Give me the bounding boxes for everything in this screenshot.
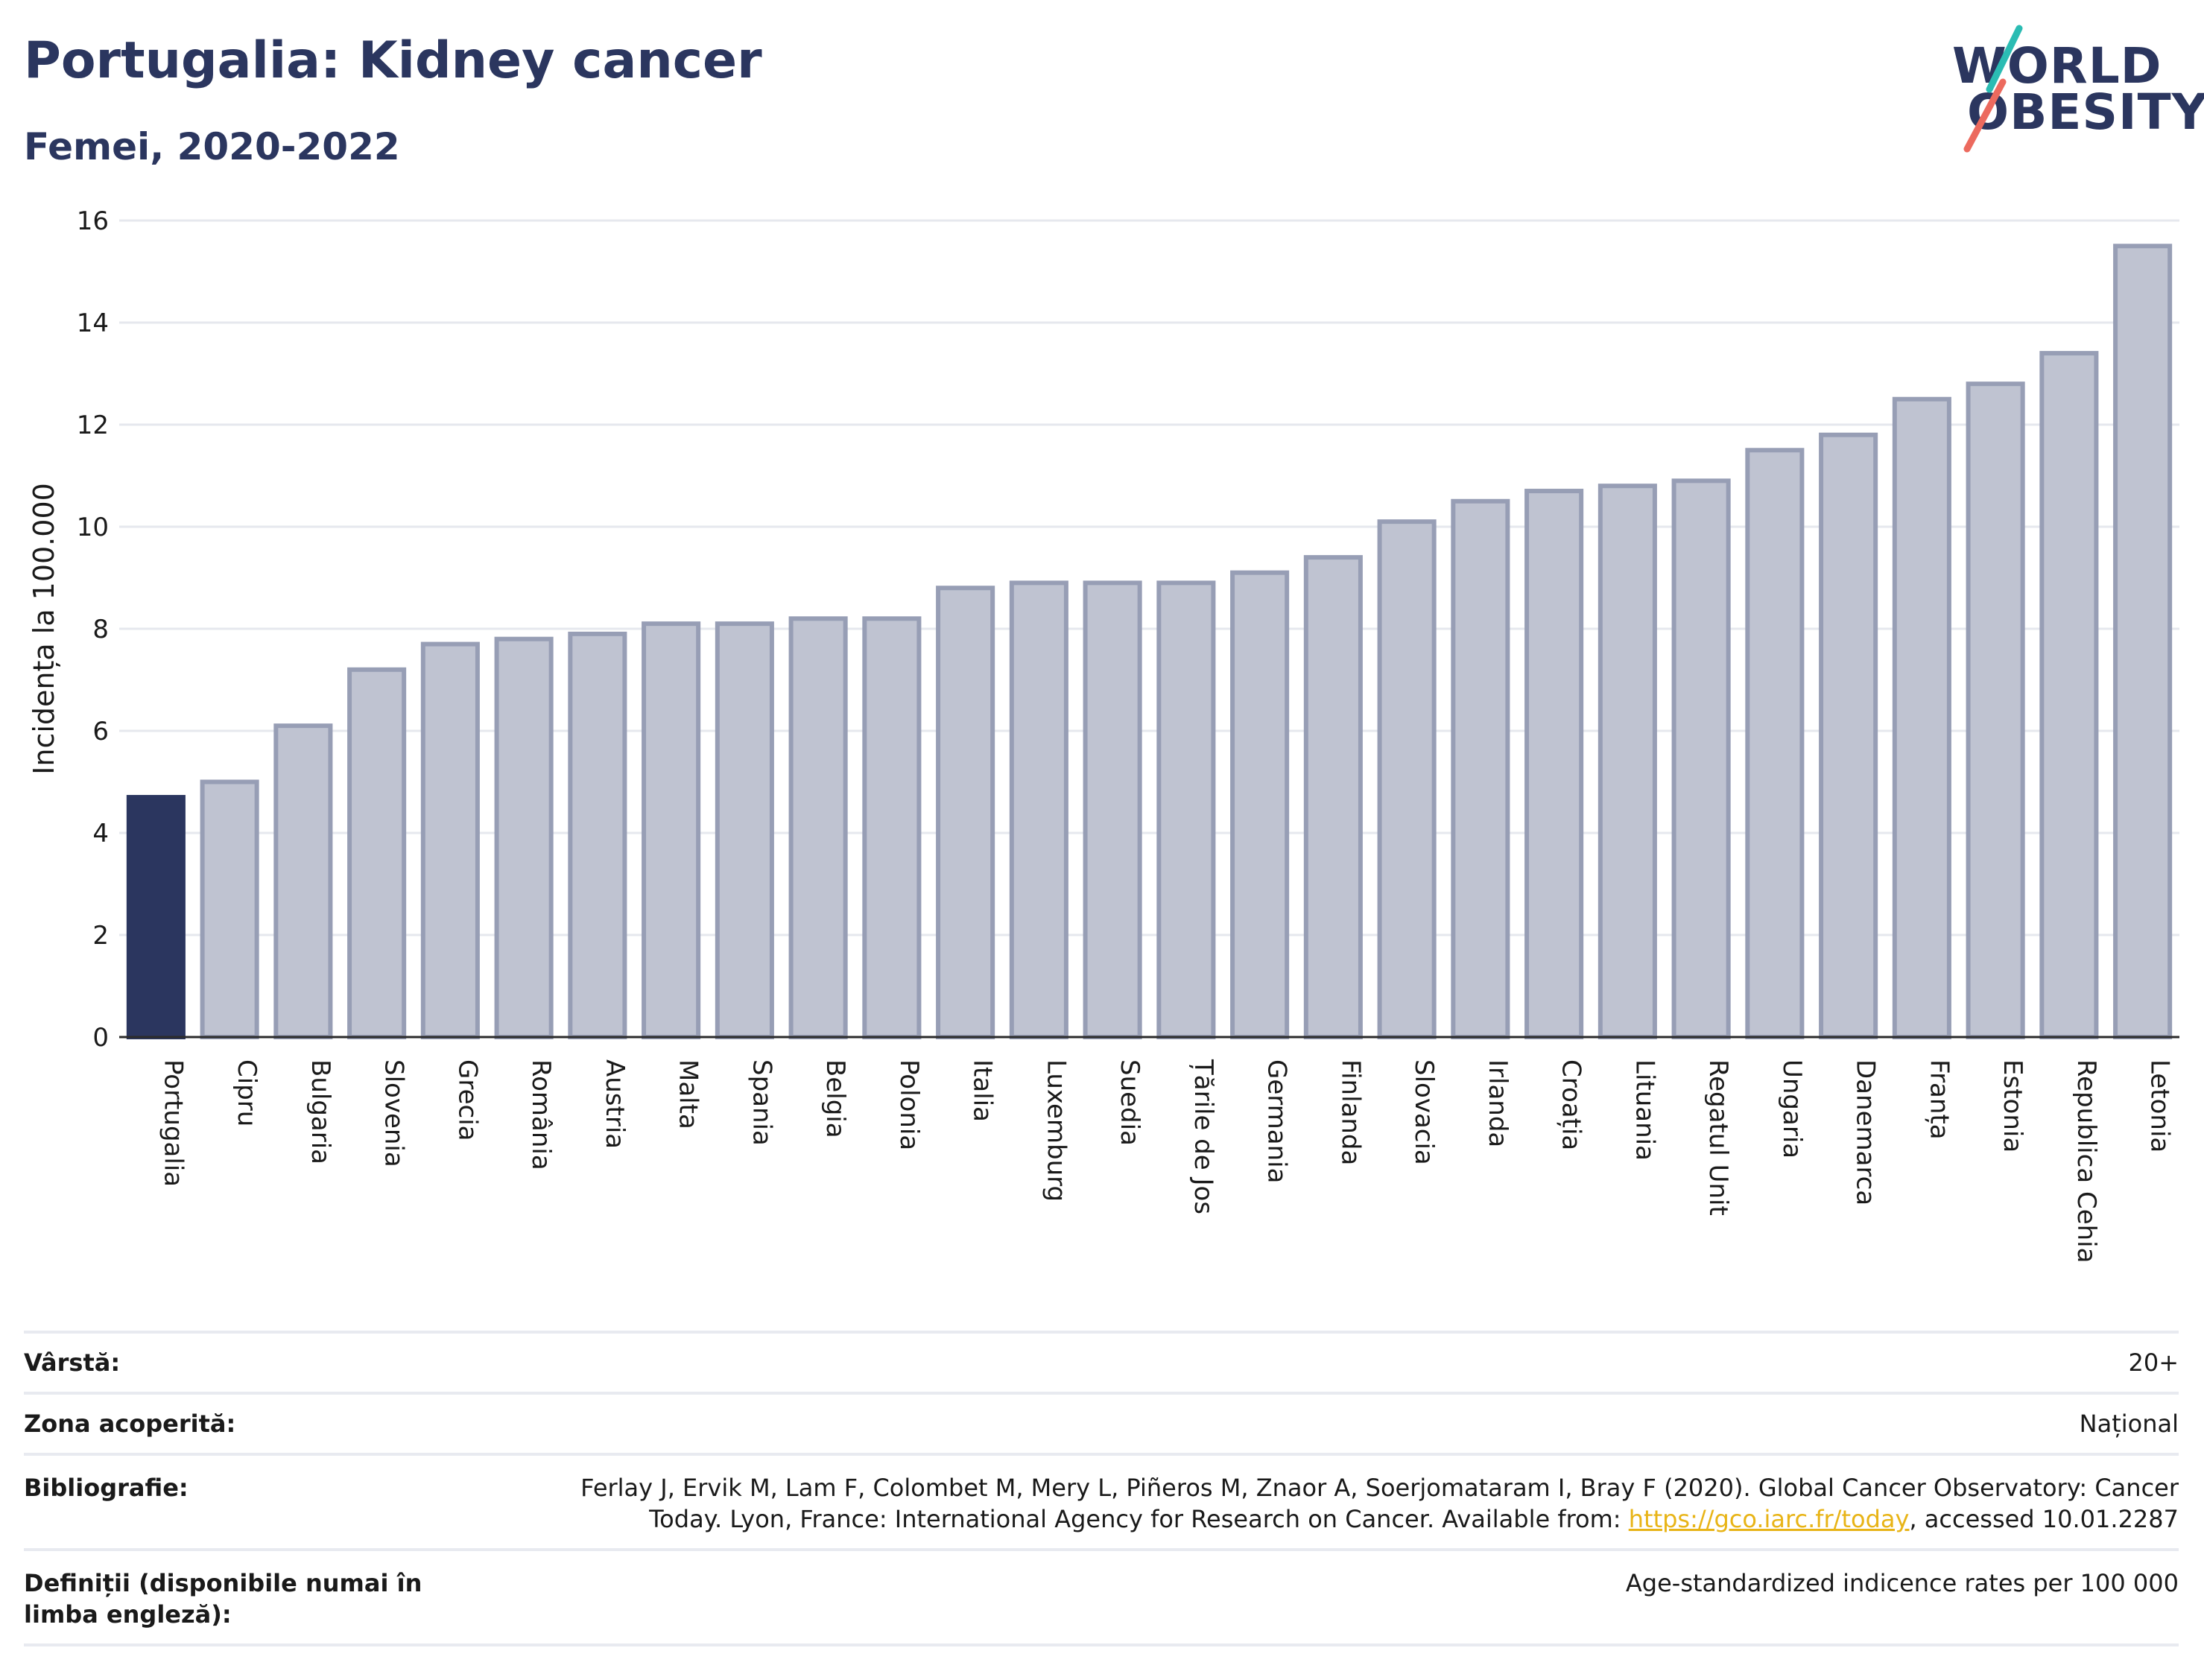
x-tick-label: Regatul Unit (1703, 1059, 1733, 1216)
bar (420, 641, 480, 1039)
bar (2039, 351, 2099, 1040)
y-tick-label: 8 (92, 615, 109, 644)
bar (200, 779, 259, 1039)
x-tick-label: Ungaria (1777, 1059, 1807, 1158)
coverage-label: Zona acoperită: (24, 1410, 236, 1438)
y-tick-label: 12 (77, 411, 109, 440)
x-tick-label: Spania (747, 1059, 776, 1146)
y-tick-label: 2 (92, 921, 109, 951)
x-tick-label: România (526, 1059, 556, 1170)
bar (1377, 519, 1437, 1039)
x-tick-label: Danemarca (1851, 1059, 1881, 1205)
bibliography-line2-post: , accessed 10.01.2287 (1909, 1505, 2179, 1533)
bar (347, 667, 407, 1039)
bar (715, 621, 774, 1039)
age-value: 20+ (2128, 1348, 2179, 1377)
bar (494, 636, 554, 1039)
x-tick-label: Italia (968, 1059, 998, 1122)
meta-row-bibliography: Bibliografie: Ferlay J, Ervik M, Lam F, … (24, 1453, 2179, 1548)
bar (1303, 555, 1363, 1040)
meta-row-definitions: Definiții (disponibile numai în limba en… (24, 1548, 2179, 1646)
x-tick-label: Malta (674, 1059, 703, 1129)
world-obesity-logo: WORLD OBESITY (1937, 22, 2204, 164)
chart-subtitle: Femei, 2020-2022 (24, 125, 400, 168)
bibliography-value: Ferlay J, Ervik M, Lam F, Colombet M, Me… (580, 1472, 2179, 1535)
bar (1597, 484, 1657, 1039)
bar-chart: 0 2 4 6 8 10 12 14 16 Incidența la 100.000 Portuga… (28, 206, 2179, 1263)
y-tick-label: 4 (92, 819, 109, 849)
logo-text-obesity: OBESITY (1967, 83, 2204, 141)
coverage-value: Național (2079, 1410, 2179, 1438)
y-tick-label: 16 (77, 206, 109, 236)
x-tick-label: Republica Cehia (2071, 1059, 2101, 1263)
x-tick-label: Croația (1557, 1059, 1586, 1150)
metadata-table: Vârstă: 20+ Zona acoperită: Național Bib… (24, 1331, 2179, 1646)
x-tick-label: Estonia (1998, 1059, 2027, 1153)
x-tick-label: Austria (600, 1059, 630, 1149)
x-tick-label: Letonia (2145, 1059, 2175, 1153)
x-tick-label: Luxemburg (1041, 1059, 1071, 1202)
x-tick-label: Germania (1262, 1059, 1292, 1183)
bibliography-label: Bibliografie: (24, 1474, 189, 1502)
x-tick-label: Cipru (232, 1059, 262, 1126)
definitions-label: Definiții (disponibile numai în limba en… (24, 1569, 422, 1629)
y-tick-label: 6 (92, 717, 109, 747)
bar (862, 616, 922, 1039)
x-tick-label: Irlanda (1483, 1059, 1513, 1147)
bar (1524, 489, 1584, 1039)
bar (1745, 448, 1805, 1039)
y-axis-label: Incidența la 100.000 (28, 483, 60, 775)
x-tick-label: Slovacia (1409, 1059, 1439, 1165)
bar (642, 621, 701, 1039)
bar (2113, 244, 2173, 1039)
bar (126, 795, 186, 1039)
x-tick-label: Lituania (1630, 1059, 1659, 1161)
bar (1230, 570, 1290, 1039)
bar (1819, 432, 1878, 1039)
bar (936, 586, 995, 1039)
bar (1966, 381, 2025, 1039)
x-tick-label: Țările de Jos (1188, 1059, 1218, 1214)
bar (1083, 580, 1142, 1039)
bar (1009, 580, 1068, 1039)
x-tick-label: Finlanda (1335, 1059, 1365, 1165)
definitions-value: Age-standardized indicence rates per 100… (1625, 1569, 2179, 1597)
x-tick-label: Belgia (820, 1059, 850, 1138)
bibliography-line2-pre: Today. Lyon, France: International Agenc… (649, 1505, 1629, 1533)
bar (1156, 580, 1216, 1039)
x-tick-label: Portugalia (158, 1059, 188, 1187)
x-tick-label: Suedia (1115, 1059, 1144, 1146)
logo-slash-icon (1963, 25, 2023, 153)
bar (273, 723, 333, 1040)
bibliography-link[interactable]: https://gco.iarc.fr/today (1628, 1505, 1910, 1533)
x-tick-label: Slovenia (379, 1059, 409, 1167)
x-tick-label: Bulgaria (305, 1059, 335, 1164)
bar (788, 616, 848, 1039)
x-tick-label: Grecia (452, 1059, 482, 1141)
y-tick-label: 0 (92, 1023, 109, 1053)
bar (1671, 478, 1731, 1040)
logo-text-world: WORLD (1952, 37, 2162, 95)
chart-title: Portugalia: Kidney cancer (24, 31, 762, 90)
bar (1892, 396, 1951, 1039)
y-tick-label: 10 (77, 513, 109, 542)
bibliography-line1: Ferlay J, Ervik M, Lam F, Colombet M, Me… (580, 1474, 2179, 1502)
meta-row-coverage: Zona acoperită: Național (24, 1392, 2179, 1453)
meta-row-age: Vârstă: 20+ (24, 1331, 2179, 1392)
x-tick-label: Franța (1924, 1059, 1954, 1140)
y-tick-label: 14 (77, 308, 109, 338)
age-label: Vârstă: (24, 1348, 121, 1377)
x-tick-label: Polonia (894, 1059, 924, 1150)
bar (1451, 498, 1510, 1039)
bar (568, 631, 627, 1039)
